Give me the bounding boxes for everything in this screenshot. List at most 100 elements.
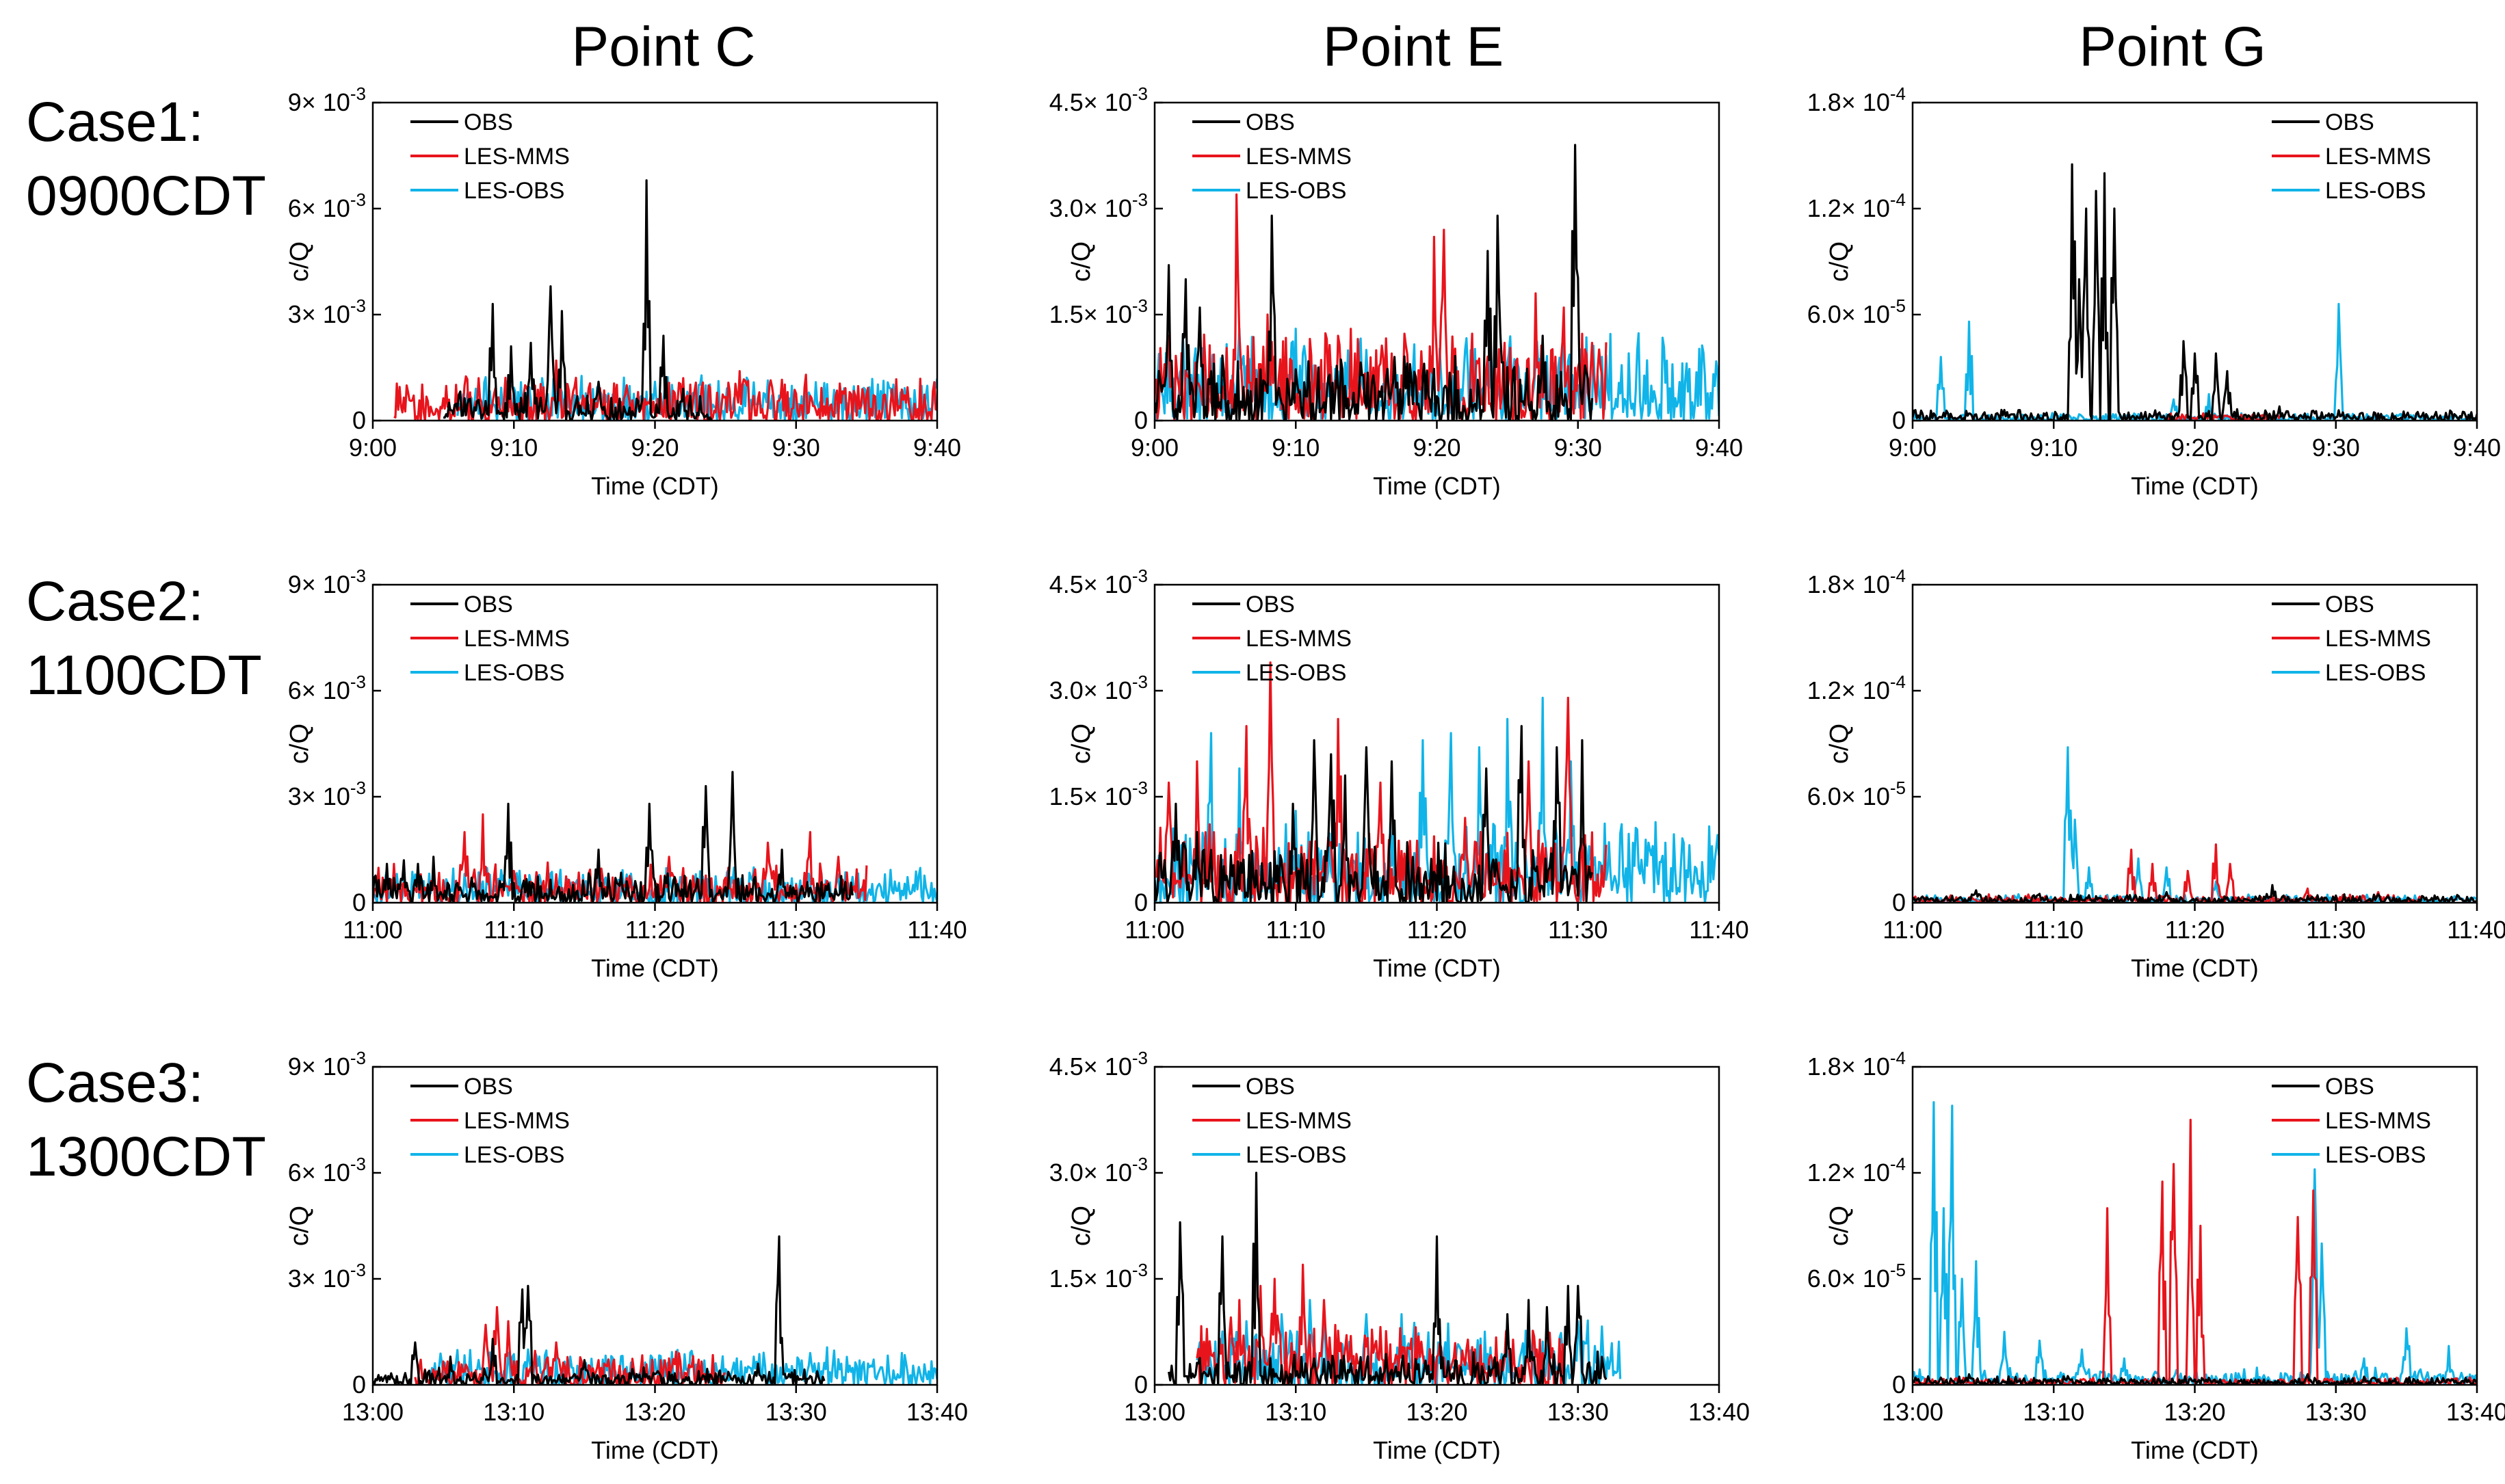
x-tick-label: 13:00 [342, 1398, 404, 1426]
legend-label-les-obs: LES-OBS [464, 660, 564, 686]
x-tick-label: 11:40 [907, 916, 967, 944]
x-tick-label: 9:20 [2170, 434, 2218, 462]
y-axis-label: c/Q [285, 241, 314, 282]
chart-case1-point-g: 06.0× 10-51.2× 10-41.8× 10-49:00 9:10 9:20… [1807, 83, 2501, 500]
legend-label-obs: OBS [2325, 1074, 2374, 1100]
y-tick-label: 0 [352, 406, 366, 434]
y-tick-exponent: -3 [1132, 1260, 1148, 1280]
y-tick-label: 6.0× 10-5 [1807, 778, 1906, 810]
legend-label-les-mms: LES-MMS [1246, 626, 1352, 652]
y-tick-exponent: -4 [1890, 1154, 1906, 1174]
x-tick-label: 13:00 [1882, 1398, 1943, 1426]
x-axis-label: Time (CDT) [2131, 954, 2259, 982]
x-tick-label: 11:20 [2165, 916, 2225, 944]
x-tick-label: 13:20 [624, 1398, 685, 1426]
x-tick-label: 11:10 [2024, 916, 2084, 944]
series-line-obs [1155, 725, 1593, 903]
series-line-obs [373, 771, 854, 903]
x-tick-label: 11:40 [2447, 916, 2505, 944]
legend-label-les-mms: LES-MMS [1246, 1108, 1352, 1134]
x-tick-label: 9:30 [1554, 434, 1602, 462]
y-tick-exponent: -3 [350, 295, 366, 316]
plot-frame [371, 583, 939, 904]
y-axis-label: c/Q [1067, 724, 1096, 764]
series-line-les-obs [1913, 746, 2477, 903]
legend-label-les-obs: LES-OBS [1246, 660, 1346, 686]
y-tick-mantissa: 3.0× 10 [1049, 194, 1132, 222]
x-tick-label: 11:20 [625, 916, 685, 944]
x-axis-label: Time (CDT) [591, 472, 719, 500]
x-tick-label: 11:00 [1125, 916, 1184, 944]
y-tick-exponent: -3 [1132, 778, 1148, 798]
y-tick-exponent: -3 [1132, 1154, 1148, 1174]
plot-frame [371, 1065, 939, 1386]
x-tick-label: 13:10 [2023, 1398, 2084, 1426]
y-tick-label: 4.5× 10-3 [1049, 566, 1148, 598]
y-tick-label: 3× 10-3 [288, 295, 366, 328]
x-axis-label: Time (CDT) [2131, 472, 2259, 500]
x-tick-label: 13:30 [765, 1398, 827, 1426]
legend-label-les-mms: LES-MMS [464, 626, 570, 652]
y-tick-label: 3.0× 10-3 [1049, 189, 1148, 222]
chart-case2-point-g: 06.0× 10-51.2× 10-41.8× 10-411:00 11:10 11… [1807, 566, 2505, 982]
x-tick-label: 13:20 [2164, 1398, 2225, 1426]
y-tick-exponent: -3 [350, 83, 366, 104]
legend-label-les-mms: LES-MMS [2325, 626, 2431, 652]
legend-label-obs: OBS [464, 109, 513, 135]
legend-label-les-obs: LES-OBS [464, 178, 564, 204]
legend-label-les-mms: LES-MMS [464, 1108, 570, 1134]
y-tick-label: 1.5× 10-3 [1049, 295, 1148, 328]
y-tick-label: 6× 10-3 [288, 189, 366, 222]
y-tick-label: 1.5× 10-3 [1049, 1260, 1148, 1293]
y-tick-label: 6× 10-3 [288, 672, 366, 704]
chart-case1-point-e: 01.5× 10-33.0× 10-34.5× 10-39:00 9:10 9:20… [1049, 83, 1743, 500]
x-tick-label: 9:10 [1272, 434, 1320, 462]
legend-label-les-obs: LES-OBS [2325, 660, 2426, 686]
legend-label-les-obs: LES-OBS [1246, 178, 1346, 204]
y-tick-mantissa: 6.0× 10 [1807, 1264, 1890, 1293]
row-label-case1-line2: 0900CDT [26, 165, 266, 227]
y-tick-label: 3.0× 10-3 [1049, 672, 1148, 704]
y-tick-exponent: -3 [1132, 83, 1148, 104]
y-tick-mantissa: 4.5× 10 [1049, 88, 1132, 116]
y-tick-exponent: -4 [1890, 1048, 1906, 1068]
y-tick-label: 0 [352, 888, 366, 916]
series-line-les-mms [1155, 193, 1608, 421]
y-tick-mantissa: 6.0× 10 [1807, 782, 1890, 810]
chart-case1-point-c: 03× 10-36× 10-39× 10-39:00 9:10 9:20 9:30 9:… [285, 83, 961, 500]
y-tick-label: 1.2× 10-4 [1807, 1154, 1906, 1187]
y-tick-label: 3.0× 10-3 [1049, 1154, 1148, 1187]
y-tick-label: 3× 10-3 [288, 778, 366, 810]
y-tick-exponent: -3 [350, 566, 366, 586]
row-label-case2-line1: Case2: [26, 570, 204, 633]
y-tick-exponent: -3 [350, 672, 366, 692]
x-tick-label: 11:40 [1689, 916, 1748, 944]
x-tick-label: 13:30 [1547, 1398, 1609, 1426]
x-tick-label: 13:00 [1124, 1398, 1185, 1426]
y-tick-label: 6.0× 10-5 [1807, 295, 1906, 328]
y-tick-mantissa: 3× 10 [288, 300, 350, 328]
legend-label-les-obs: LES-OBS [1246, 1142, 1346, 1168]
y-tick-mantissa: 4.5× 10 [1049, 570, 1132, 598]
legend-label-les-obs: LES-OBS [464, 1142, 564, 1168]
chart-case3-point-e: 01.5× 10-33.0× 10-34.5× 10-313:00 13:10 13… [1049, 1048, 1750, 1464]
y-tick-mantissa: 1.5× 10 [1049, 782, 1132, 810]
y-tick-label: 0 [1892, 1370, 1906, 1399]
y-tick-label: 0 [1134, 406, 1148, 434]
x-axis-label: Time (CDT) [1373, 1436, 1501, 1464]
y-tick-mantissa: 6× 10 [288, 1158, 350, 1187]
x-tick-label: 9:10 [2030, 434, 2077, 462]
y-tick-exponent: -5 [1890, 1260, 1906, 1280]
y-axis-label: c/Q [1067, 1206, 1096, 1246]
legend-label-obs: OBS [2325, 592, 2374, 618]
y-tick-mantissa: 4.5× 10 [1049, 1052, 1132, 1081]
y-tick-mantissa: 1.8× 10 [1807, 1052, 1890, 1081]
column-title-point-e: Point E [1322, 16, 1504, 78]
y-tick-label: 0 [352, 1370, 366, 1399]
x-axis-label: Time (CDT) [1373, 472, 1501, 500]
y-tick-exponent: -3 [350, 778, 366, 798]
x-tick-label: 11:10 [1266, 916, 1326, 944]
y-tick-exponent: -4 [1890, 566, 1906, 586]
x-axis-label: Time (CDT) [591, 954, 719, 982]
